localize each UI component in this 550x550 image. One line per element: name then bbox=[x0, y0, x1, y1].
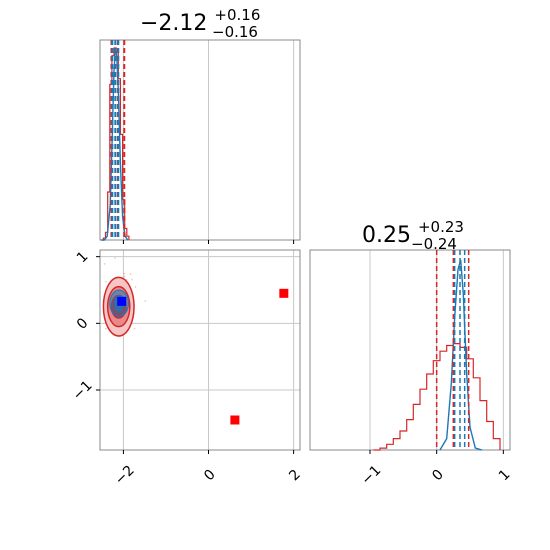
red-marker bbox=[230, 415, 240, 425]
histogram-param-x bbox=[99, 39, 301, 244]
red-marker bbox=[279, 288, 289, 298]
title-param-x-median: −2.12 bbox=[140, 11, 207, 36]
sample-point bbox=[133, 327, 136, 330]
histogram-param-y: −1 0 1 bbox=[309, 249, 514, 488]
blue-marker bbox=[117, 296, 127, 306]
red-histogram bbox=[373, 343, 501, 451]
x-tick-label: −1 bbox=[358, 462, 384, 488]
sample-point bbox=[134, 286, 137, 288]
title-param-y: 0.25 +0.23 bbox=[362, 218, 464, 248]
x-tick-label: −2 bbox=[112, 462, 138, 488]
sample-point bbox=[103, 263, 106, 265]
sample-point bbox=[114, 257, 117, 260]
y-tick-label: 0 bbox=[74, 315, 92, 333]
scatter-2d-panel: −2 0 2 1 0 −1 bbox=[70, 249, 304, 489]
title-param-x-plus: +0.16 bbox=[214, 6, 260, 24]
panel-frame bbox=[99, 249, 301, 451]
panel-frame bbox=[309, 249, 511, 451]
x-tick-label: 1 bbox=[496, 467, 514, 485]
y-tick-label: 1 bbox=[74, 249, 92, 267]
sample-point bbox=[123, 275, 126, 278]
sample-point bbox=[144, 300, 147, 302]
sample-point bbox=[129, 273, 132, 276]
panel-frame bbox=[99, 39, 301, 241]
x-tick-label: 0 bbox=[201, 467, 219, 485]
title-param-y-median: 0.25 bbox=[362, 223, 411, 248]
x-tick-label: 0 bbox=[429, 467, 447, 485]
sample-point bbox=[130, 278, 133, 281]
sample-point bbox=[105, 327, 107, 330]
sample-point bbox=[104, 280, 107, 283]
title-param-y-minus: −0.24 bbox=[411, 235, 457, 253]
sample-point bbox=[123, 272, 126, 275]
y-tick-label: −1 bbox=[70, 378, 96, 404]
blue-histogram bbox=[439, 259, 483, 451]
title-param-x: −2.12 +0.16 bbox=[140, 6, 260, 36]
title-param-x-minus: −0.16 bbox=[212, 23, 258, 41]
x-tick-label: 2 bbox=[286, 467, 304, 485]
title-param-y-plus: +0.23 bbox=[418, 218, 464, 236]
